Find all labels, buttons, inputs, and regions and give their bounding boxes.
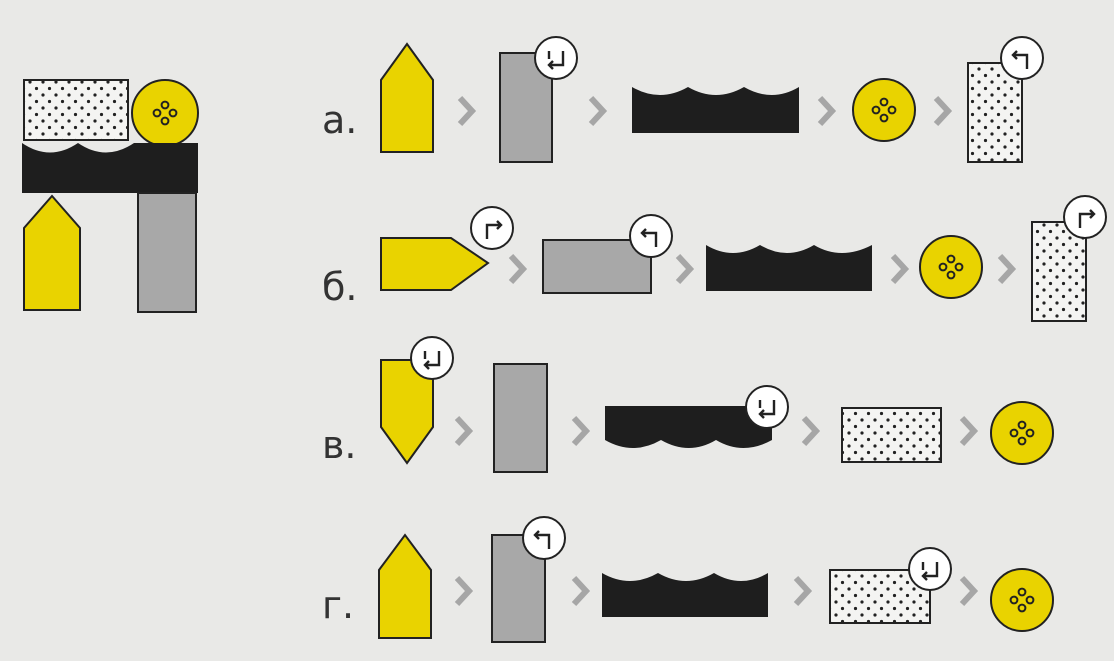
- yellow-button: [990, 401, 1054, 465]
- rotate-ccw-down-icon: [534, 36, 578, 80]
- rotate-right-icon: [470, 206, 514, 250]
- chevron-right-icon: [454, 575, 474, 607]
- chevron-right-icon: [817, 95, 837, 127]
- option-b: б.: [322, 195, 1107, 322]
- chevron-right-icon: [890, 253, 910, 285]
- yellow-button: [852, 78, 916, 142]
- chevron-right-icon: [793, 575, 813, 607]
- option-label: в.: [322, 423, 356, 467]
- dotted-rectangle: [841, 407, 942, 463]
- black-wavy-bar: [602, 573, 768, 617]
- gray-rectangle: [493, 363, 548, 473]
- rotate-left-icon: [629, 214, 673, 258]
- option-d: г.: [322, 516, 1054, 643]
- option-label: б.: [322, 265, 358, 309]
- option-label: г.: [322, 583, 354, 627]
- chevron-right-icon: [959, 415, 979, 447]
- rotate-ccw-down-icon: [410, 336, 454, 380]
- yellow-button: [919, 235, 983, 299]
- target-yellow-pentagon: [23, 194, 81, 311]
- rotate-left-icon: [1000, 36, 1044, 80]
- rotate-left-icon: [522, 516, 566, 560]
- chevron-right-icon: [959, 575, 979, 607]
- target-assembly: [22, 79, 199, 313]
- chevron-right-icon: [801, 415, 821, 447]
- target-yellow-button: [131, 79, 199, 147]
- target-black-wavy-bar: [22, 143, 198, 193]
- chevron-right-icon: [571, 575, 591, 607]
- black-wavy-bar: [632, 87, 799, 133]
- option-a: а.: [322, 36, 1044, 163]
- dotted-rectangle: [967, 62, 1023, 163]
- chevron-right-icon: [933, 95, 953, 127]
- yellow-pentagon: [378, 533, 432, 639]
- yellow-pentagon: [380, 237, 490, 291]
- yellow-button: [990, 568, 1054, 632]
- chevron-right-icon: [508, 253, 528, 285]
- yellow-pentagon: [380, 42, 434, 153]
- chevron-right-icon: [457, 95, 477, 127]
- option-c: в.: [322, 336, 1054, 473]
- black-wavy-bar: [605, 406, 772, 448]
- rotate-ccw-down-icon: [745, 385, 789, 429]
- chevron-right-icon: [454, 415, 474, 447]
- chevron-right-icon: [588, 95, 608, 127]
- chevron-right-icon: [997, 253, 1017, 285]
- target-gray-rectangle: [137, 192, 197, 313]
- rotate-ccw-down-icon: [908, 547, 952, 591]
- rotate-right-icon: [1063, 195, 1107, 239]
- option-label: а.: [322, 98, 357, 142]
- dotted-rectangle: [1031, 221, 1087, 322]
- chevron-right-icon: [571, 415, 591, 447]
- target-dotted-rectangle: [23, 79, 129, 141]
- gray-rectangle: [542, 239, 652, 294]
- chevron-right-icon: [675, 253, 695, 285]
- black-wavy-bar: [706, 245, 872, 291]
